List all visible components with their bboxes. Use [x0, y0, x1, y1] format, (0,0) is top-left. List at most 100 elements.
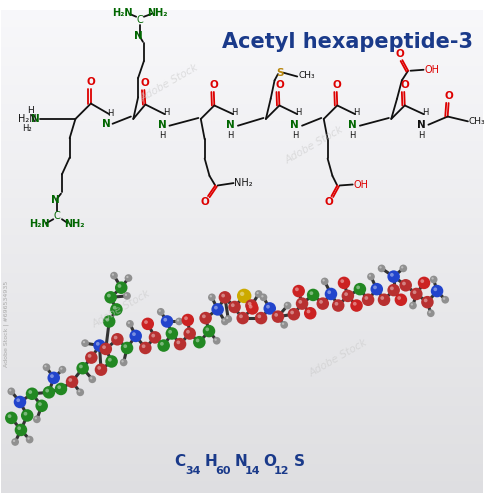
Bar [0, 174, 483, 177]
Text: H: H [350, 131, 356, 140]
Bar [0, 164, 483, 167]
Text: Adobe Stock: Adobe Stock [308, 337, 369, 378]
Text: NH₂: NH₂ [147, 8, 168, 18]
Bar [0, 167, 483, 170]
Bar [0, 232, 483, 234]
Text: OH: OH [354, 180, 369, 190]
Bar [0, 486, 483, 488]
Circle shape [16, 398, 20, 402]
Circle shape [78, 390, 80, 392]
Bar [0, 355, 483, 358]
Circle shape [58, 366, 66, 374]
Bar [0, 326, 483, 328]
Bar [0, 358, 483, 360]
Bar [0, 177, 483, 179]
Text: N: N [234, 454, 248, 469]
Circle shape [110, 272, 118, 280]
Circle shape [182, 314, 194, 326]
Text: H: H [232, 108, 237, 116]
Circle shape [321, 278, 328, 285]
Circle shape [272, 310, 284, 323]
Bar [0, 22, 483, 25]
Circle shape [94, 364, 108, 376]
Circle shape [120, 358, 128, 366]
Circle shape [54, 382, 67, 395]
Circle shape [196, 338, 200, 342]
Bar [0, 462, 483, 464]
Circle shape [130, 330, 142, 342]
Circle shape [322, 279, 325, 281]
Text: O: O [86, 77, 95, 87]
Circle shape [18, 426, 21, 430]
Bar [0, 138, 483, 140]
Text: C: C [174, 454, 186, 469]
Bar [0, 408, 483, 410]
Text: N: N [348, 120, 357, 130]
Circle shape [222, 319, 225, 322]
Circle shape [12, 438, 19, 446]
Circle shape [410, 288, 422, 300]
Text: 12: 12 [274, 466, 289, 476]
Circle shape [202, 314, 205, 318]
Circle shape [193, 336, 205, 348]
Bar [0, 198, 483, 201]
Circle shape [126, 276, 128, 278]
Bar [0, 10, 483, 13]
Circle shape [256, 292, 258, 294]
Circle shape [44, 365, 46, 368]
Circle shape [342, 290, 354, 302]
Circle shape [236, 312, 249, 324]
Circle shape [200, 312, 212, 324]
Circle shape [369, 274, 371, 276]
Circle shape [122, 360, 124, 362]
Bar [0, 365, 483, 368]
Circle shape [334, 302, 338, 306]
Bar [0, 271, 483, 273]
Circle shape [158, 340, 170, 352]
Bar [0, 404, 483, 406]
Bar [0, 449, 483, 452]
Bar [0, 54, 483, 56]
Bar [0, 310, 483, 312]
Bar [0, 52, 483, 54]
Circle shape [292, 285, 305, 298]
Circle shape [364, 296, 368, 300]
Bar [0, 468, 483, 471]
Bar [0, 322, 483, 324]
Bar [0, 34, 483, 37]
Bar [0, 353, 483, 355]
Circle shape [409, 302, 417, 310]
Circle shape [176, 340, 180, 344]
Bar [0, 66, 483, 68]
Circle shape [432, 278, 434, 280]
Circle shape [9, 389, 12, 392]
Circle shape [98, 366, 101, 370]
Bar [0, 172, 483, 174]
Bar [0, 122, 483, 124]
Text: O: O [275, 80, 284, 90]
Bar [0, 488, 483, 490]
Bar [0, 319, 483, 322]
Bar [0, 206, 483, 208]
Circle shape [158, 310, 161, 312]
Circle shape [401, 266, 404, 268]
Circle shape [102, 346, 106, 349]
Bar [0, 88, 483, 90]
Bar [0, 338, 483, 340]
Circle shape [228, 300, 241, 314]
Circle shape [177, 319, 179, 322]
Text: N: N [31, 114, 40, 124]
Text: H: H [422, 108, 428, 116]
Circle shape [14, 396, 26, 408]
Bar [0, 37, 483, 40]
Circle shape [208, 294, 216, 301]
Bar [0, 210, 483, 213]
Text: N: N [158, 120, 166, 130]
Text: 60: 60 [215, 466, 230, 476]
Bar [0, 456, 483, 459]
Bar [0, 401, 483, 404]
Circle shape [214, 338, 217, 341]
Bar [0, 32, 483, 34]
Text: NH₂: NH₂ [64, 219, 84, 229]
Text: O: O [264, 454, 276, 469]
